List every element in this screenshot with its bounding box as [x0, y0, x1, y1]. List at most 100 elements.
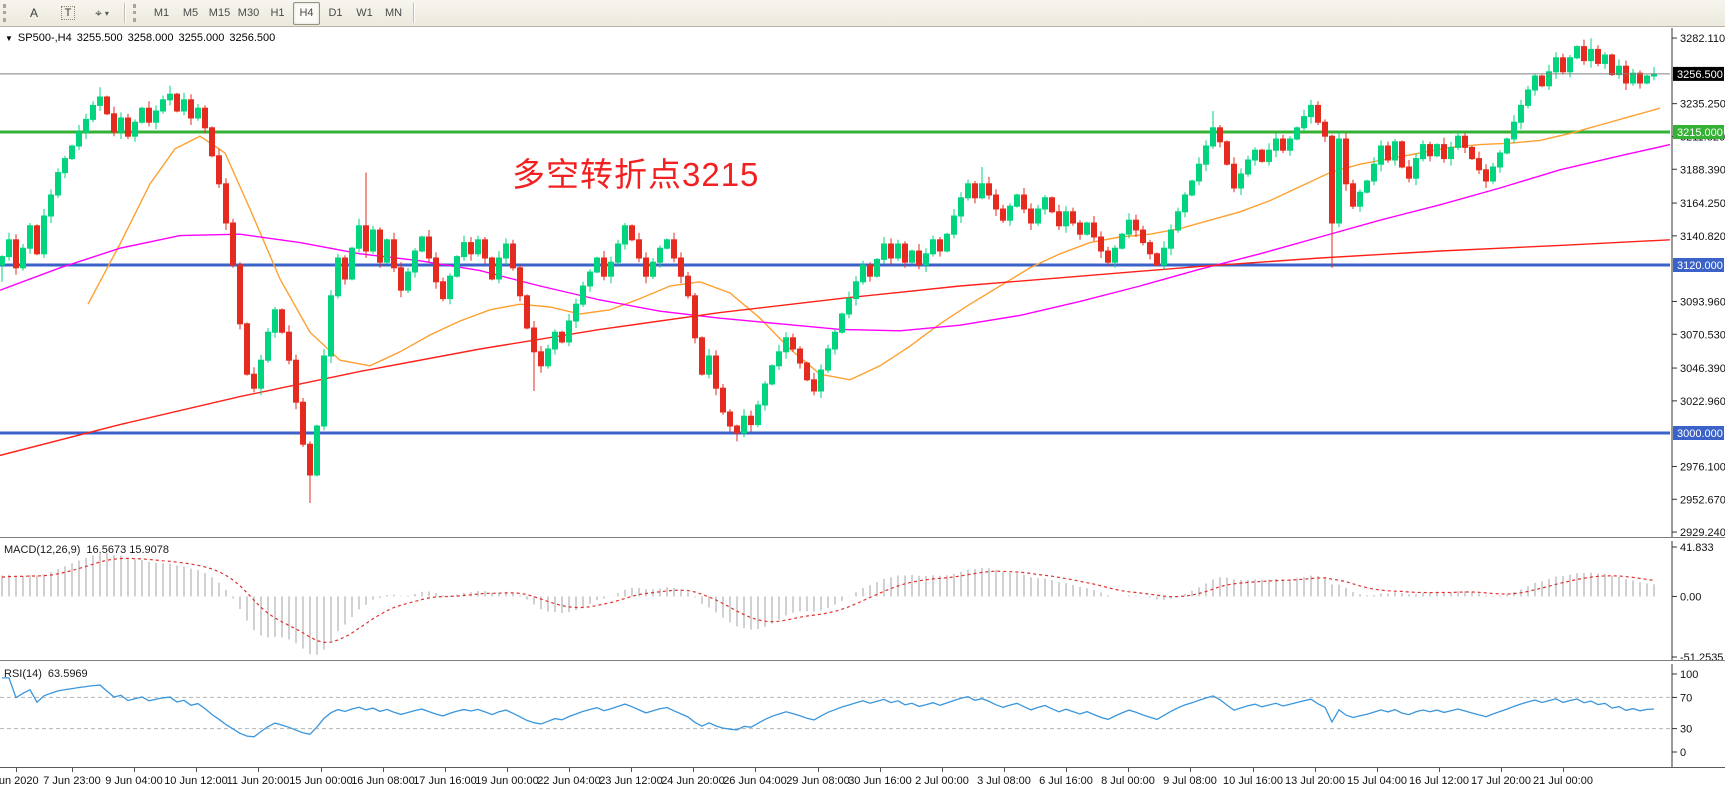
time-tick [693, 768, 694, 772]
time-axis-label: 24 Jun 20:00 [661, 775, 725, 787]
svg-text:70: 70 [1680, 692, 1692, 704]
svg-text:3282.110: 3282.110 [1680, 33, 1725, 45]
svg-text:2976.100: 2976.100 [1680, 461, 1725, 473]
timeframe-button-m30[interactable]: M30 [237, 7, 260, 19]
time-tick [1501, 768, 1502, 772]
svg-text:3140.820: 3140.820 [1680, 231, 1725, 243]
time-tick [321, 768, 322, 772]
chart-window: 3282.1103235.2503211.8203188.3903164.250… [0, 27, 1725, 795]
ohlc-close: 3256.500 [229, 32, 276, 44]
time-tick [1066, 768, 1067, 772]
time-axis-label: 13 Jul 20:00 [1285, 775, 1345, 787]
time-tick [134, 768, 135, 772]
macd-indicator-panel[interactable]: 41.833 0.00 -51.2535 [0, 541, 1725, 660]
svg-text:3215.000: 3215.000 [1677, 127, 1723, 139]
time-tick [880, 768, 881, 772]
time-axis-label: 10 Jul 16:00 [1223, 775, 1283, 787]
ohlc-open: 3255.500 [76, 32, 123, 44]
time-axis-label: 26 Jun 04:00 [723, 775, 787, 787]
svg-text:3070.530: 3070.530 [1680, 329, 1725, 341]
time-tick [507, 768, 508, 772]
time-tick [196, 768, 197, 772]
time-tick [818, 768, 819, 772]
rsi-indicator-panel[interactable]: 100 70 30 0 [0, 664, 1725, 767]
svg-text:-51.2535: -51.2535 [1680, 652, 1723, 660]
time-axis-label: 15 Jun 00:00 [289, 775, 353, 787]
toolbar-drag-handle[interactable] [3, 4, 11, 22]
text-label-tool-button[interactable]: T [52, 2, 84, 25]
timeframe-button-mn[interactable]: MN [384, 7, 403, 19]
timeframe-buttons: M1 M5 M15 M30 H1 H4 D1 W1 MN [147, 1, 408, 25]
time-axis-label: 7 Jun 23:00 [43, 775, 101, 787]
time-axis-label: 10 Jun 12:00 [164, 775, 228, 787]
time-tick [16, 768, 17, 772]
macd-values: 16.5673 15.9078 [86, 544, 170, 556]
timeframe-button-m5[interactable]: M5 [182, 7, 199, 19]
time-axis-label: 17 Jun 16:00 [413, 775, 477, 787]
main-price-chart[interactable]: 3282.1103235.2503211.8203188.3903164.250… [0, 28, 1725, 537]
svg-text:3256.500: 3256.500 [1677, 69, 1723, 81]
timeframe-button-h1[interactable]: H1 [270, 7, 285, 19]
timeframe-button-w1[interactable]: W1 [356, 7, 373, 19]
ohlc-high: 3258.000 [127, 32, 174, 44]
time-axis-label: 19 Jun 00:00 [475, 775, 539, 787]
time-tick [1253, 768, 1254, 772]
time-axis-label: 9 Jul 08:00 [1163, 775, 1217, 787]
time-tick [631, 768, 632, 772]
macd-label: MACD(12,26,9) 16.5673 15.9078 [4, 544, 169, 556]
toolbar-separator [124, 3, 125, 23]
toolbar: A T ⌖ ▾ M1 M5 M15 M30 H1 H4 D1 W1 MN [0, 0, 1725, 27]
time-tick [942, 768, 943, 772]
time-tick [383, 768, 384, 772]
time-tick [1315, 768, 1316, 772]
svg-text:30: 30 [1680, 724, 1692, 736]
drawing-tool-buttons: A T ⌖ ▾ [17, 2, 119, 25]
time-tick [569, 768, 570, 772]
svg-text:3120.000: 3120.000 [1677, 260, 1723, 272]
time-axis-label: 11 Jun 20:00 [226, 775, 290, 787]
svg-text:0.00: 0.00 [1680, 591, 1701, 603]
time-axis-label: 21 Jul 00:00 [1533, 775, 1593, 787]
svg-text:3164.250: 3164.250 [1680, 198, 1725, 210]
time-axis-label: 6 Jul 16:00 [1039, 775, 1093, 787]
timeframe-button-m1[interactable]: M1 [153, 7, 170, 19]
toolbar-separator-2 [413, 3, 414, 23]
time-tick [1004, 768, 1005, 772]
time-tick [1128, 768, 1129, 772]
time-tick [445, 768, 446, 772]
svg-text:3188.390: 3188.390 [1680, 164, 1725, 176]
svg-text:100: 100 [1680, 669, 1698, 681]
rsi-value: 63.5969 [47, 668, 88, 680]
svg-text:3046.390: 3046.390 [1680, 363, 1725, 375]
timeframe-button-d1[interactable]: D1 [328, 7, 343, 19]
chart-symbol-timeframe: SP500-,H4 [17, 32, 72, 44]
trade-annotation-text: 多空转折点3215 [512, 156, 760, 193]
timeframe-button-m15[interactable]: M15 [208, 7, 231, 19]
time-tick [258, 768, 259, 772]
chart-title: ▼ SP500-,H4 3255.500 3258.000 3255.000 3… [5, 32, 275, 44]
time-axis-label: 15 Jul 04:00 [1347, 775, 1407, 787]
timeframe-button-h4[interactable]: H4 [293, 1, 320, 25]
svg-text:3000.000: 3000.000 [1677, 428, 1723, 440]
time-axis-label: 3 Jul 08:00 [977, 775, 1031, 787]
candles [0, 38, 1657, 503]
time-axis-label: 8 Jul 00:00 [1101, 775, 1155, 787]
collapse-triangle-icon[interactable]: ▼ [5, 33, 13, 43]
time-tick [1190, 768, 1191, 772]
time-axis-label: 16 Jun 08:00 [351, 775, 415, 787]
time-axis-label: 30 Jun 16:00 [848, 775, 912, 787]
time-tick [755, 768, 756, 772]
macd-name: MACD(12,26,9) [4, 544, 81, 556]
time-axis-label: 29 Jun 08:00 [786, 775, 850, 787]
svg-text:0: 0 [1680, 747, 1686, 759]
time-tick [72, 768, 73, 772]
toolbar-drag-handle-2[interactable] [133, 4, 141, 22]
svg-text:3093.960: 3093.960 [1680, 296, 1725, 308]
time-axis-label: 22 Jun 04:00 [537, 775, 601, 787]
text-tool-button[interactable]: A [29, 6, 38, 20]
crosshair-tool-button[interactable]: ⌖ ▾ [95, 5, 109, 20]
svg-text:3235.250: 3235.250 [1680, 99, 1725, 111]
svg-text:2952.670: 2952.670 [1680, 494, 1725, 506]
time-tick [1439, 768, 1440, 772]
